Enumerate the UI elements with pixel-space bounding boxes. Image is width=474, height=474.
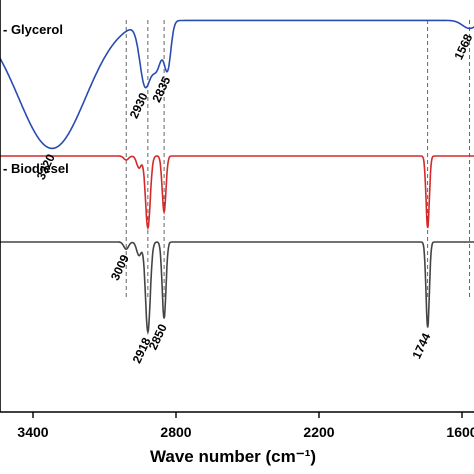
series-label-glycerol: - Glycerol <box>3 22 63 37</box>
x-tick-label-3400: 3400 <box>17 424 48 440</box>
peak-label-oil-3009: 3009 <box>108 252 132 282</box>
series-line-oil <box>0 241 474 335</box>
peak-label-glycerol-1568: 1568 <box>451 31 474 61</box>
peak-annotations: 3320293028351568140812059248491435119830… <box>34 31 474 365</box>
series-label-biodiesel: - Biodiesel <box>3 161 69 176</box>
x-tick-label-1600: 1600 <box>446 424 474 440</box>
series-line-biodiesel <box>0 155 474 231</box>
peak-label-glycerol-2930: 2930 <box>127 90 151 120</box>
series-line-glycerol <box>0 19 474 150</box>
x-axis-label: Wave number (cm⁻¹) <box>150 447 316 466</box>
peak-label-glycerol-2835: 2835 <box>149 74 173 104</box>
x-tick-label-2200: 2200 <box>303 424 334 440</box>
x-tick-label-2800: 2800 <box>160 424 191 440</box>
spectra <box>0 19 474 335</box>
reference-lines <box>125 20 471 300</box>
peak-label-oil-1744: 1744 <box>409 331 433 361</box>
x-axis: 34002800220016001000400 <box>0 0 474 440</box>
